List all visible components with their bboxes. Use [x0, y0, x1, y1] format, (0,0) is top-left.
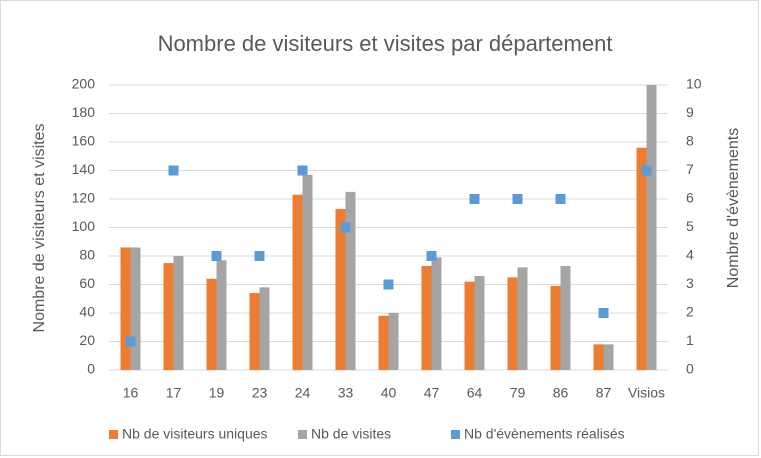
x-tick-label: Visios: [628, 385, 665, 401]
y2-tick-label: 0: [686, 361, 694, 377]
y2-tick-label: 3: [686, 275, 694, 291]
bar: [173, 256, 184, 370]
marker: [211, 251, 222, 261]
x-tick-label: 86: [553, 385, 569, 401]
y-tick-label: 120: [72, 190, 96, 206]
marker: [641, 165, 652, 176]
marker: [555, 194, 566, 204]
y-axis-label: Nombre de visiteurs et visites: [31, 124, 48, 333]
marker: [469, 194, 480, 204]
bar: [507, 277, 518, 370]
marker: [254, 251, 265, 261]
x-tick-label: 64: [467, 385, 483, 401]
y2-tick-label: 9: [686, 104, 694, 120]
bar: [474, 275, 485, 370]
bar: [259, 287, 270, 370]
bar: [292, 194, 303, 370]
bar: [378, 315, 389, 370]
x-tick-label: 17: [166, 385, 182, 401]
bar: [431, 257, 442, 370]
bar: [120, 247, 131, 370]
y2-tick-label: 2: [686, 304, 694, 320]
bar: [388, 313, 399, 370]
x-tick-label: 23: [252, 385, 268, 401]
legend-swatch: [298, 430, 307, 439]
x-tick-label: 79: [510, 385, 526, 401]
bar: [646, 85, 657, 370]
y-tick-label: 40: [79, 304, 95, 320]
marker: [125, 336, 136, 347]
x-tick-label: 19: [209, 385, 225, 401]
legend-label: Nb d'évènements réalisés: [464, 426, 625, 442]
y2-tick-label: 1: [686, 332, 694, 348]
bar: [593, 344, 604, 370]
bar: [302, 174, 313, 370]
y2-tick-label: 7: [686, 161, 694, 177]
bar: [216, 260, 227, 370]
x-tick-label: 33: [338, 385, 354, 401]
y2-tick-label: 5: [686, 218, 694, 234]
legend-label: Nb de visiteurs uniques: [122, 426, 268, 442]
marker: [168, 165, 179, 176]
bar: [130, 247, 141, 370]
bar: [163, 263, 174, 370]
y2-tick-label: 10: [686, 76, 702, 92]
y-tick-label: 80: [79, 247, 95, 263]
marker: [297, 165, 308, 176]
bar: [603, 344, 614, 370]
y-tick-label: 160: [72, 133, 96, 149]
marker: [598, 308, 609, 318]
y-tick-label: 100: [72, 218, 96, 234]
x-tick-label: 47: [424, 385, 440, 401]
x-tick-label: 24: [295, 385, 311, 401]
y-tick-label: 140: [72, 161, 96, 177]
bar: [560, 265, 571, 370]
bar: [636, 147, 647, 370]
y2-axis-label: Nombre d'évènements: [725, 128, 742, 288]
legend-swatch: [109, 430, 118, 439]
y-tick-label: 20: [79, 332, 95, 348]
marker: [426, 251, 437, 261]
y2-tick-label: 8: [686, 133, 694, 149]
marker: [340, 222, 351, 233]
x-tick-label: 40: [381, 385, 397, 401]
bar: [345, 191, 356, 370]
marker: [383, 279, 394, 290]
y2-tick-label: 6: [686, 190, 694, 206]
y-tick-label: 180: [72, 104, 96, 120]
chart-title: Nombre de visiteurs et visites par dépar…: [158, 31, 613, 56]
y-tick-label: 200: [72, 76, 96, 92]
y-tick-label: 60: [79, 275, 95, 291]
y-tick-label: 0: [87, 361, 95, 377]
bar: [464, 281, 475, 370]
bar: [517, 267, 528, 370]
x-tick-label: 16: [123, 385, 139, 401]
marker: [512, 194, 523, 204]
bar: [550, 285, 561, 370]
x-tick-label: 87: [596, 385, 612, 401]
bar: [249, 293, 260, 370]
y2-tick-label: 4: [686, 247, 694, 263]
bar: [335, 208, 346, 370]
legend-swatch: [451, 430, 460, 439]
bar: [421, 265, 432, 370]
legend-label: Nb de visites: [311, 426, 391, 442]
bar: [206, 278, 217, 370]
